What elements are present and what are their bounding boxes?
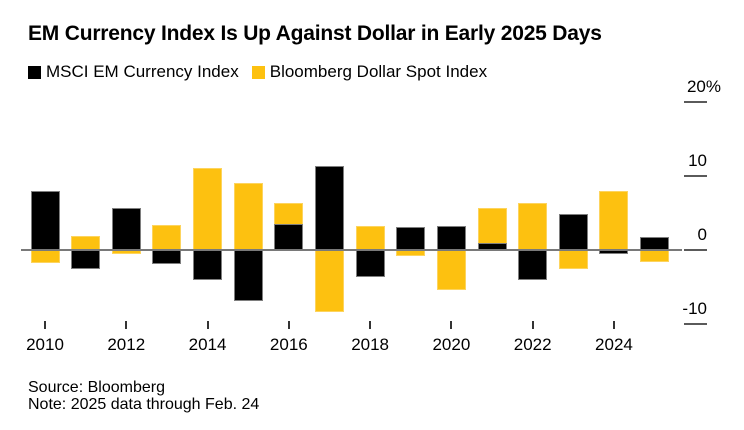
legend-swatch-yellow-icon — [251, 65, 265, 79]
x-axis-tick-2014 — [206, 321, 209, 329]
x-axis-label-2016: 2016 — [269, 335, 308, 354]
bar-bloomberg-dollar-spot-index-2025 — [640, 250, 670, 262]
x-axis-label-2022: 2022 — [513, 335, 552, 354]
zero-axis-line — [21, 249, 682, 251]
legend-item-dollar-spot: Bloomberg Dollar Spot Index — [251, 62, 488, 82]
bar-msci-em-currency-index-2010 — [30, 190, 60, 250]
bar-bloomberg-dollar-spot-index-2010 — [30, 250, 60, 263]
bar-bloomberg-dollar-spot-index-2023 — [558, 250, 588, 270]
y-axis-dash--10 — [684, 323, 707, 326]
bar-msci-em-currency-index-2015 — [233, 250, 263, 302]
x-axis-label-2012: 2012 — [107, 335, 146, 354]
legend: MSCI EM Currency Index Bloomberg Dollar … — [28, 62, 487, 82]
x-axis-label-2010: 2010 — [26, 335, 64, 354]
bar-msci-em-currency-index-2011 — [71, 250, 101, 269]
legend-label-msci-em: MSCI EM Currency Index — [46, 62, 239, 81]
bar-bloomberg-dollar-spot-index-2013 — [152, 224, 182, 250]
bar-msci-em-currency-index-2016 — [274, 224, 304, 250]
bar-msci-em-currency-index-2014 — [193, 250, 223, 281]
x-axis-tick-2020 — [450, 321, 453, 329]
bar-bloomberg-dollar-spot-index-2017 — [314, 250, 344, 312]
bar-msci-em-currency-index-2019 — [396, 226, 426, 250]
legend-item-msci-em: MSCI EM Currency Index — [28, 62, 239, 82]
bar-bloomberg-dollar-spot-index-2011 — [71, 235, 101, 250]
x-axis-label-2014: 2014 — [188, 335, 227, 354]
bar-bloomberg-dollar-spot-index-2018 — [355, 226, 385, 250]
footer: Source: Bloomberg Note: 2025 data throug… — [28, 379, 259, 413]
bar-msci-em-currency-index-2013 — [152, 250, 182, 265]
bar-bloomberg-dollar-spot-index-2024 — [599, 190, 629, 250]
bar-bloomberg-dollar-spot-index-2014 — [193, 168, 223, 250]
y-axis-dash-0 — [684, 249, 707, 251]
bar-msci-em-currency-index-2017 — [314, 166, 344, 250]
y-axis-label-0: 0 — [697, 225, 707, 244]
bar-msci-em-currency-index-2023 — [558, 214, 588, 250]
x-axis-label-2018: 2018 — [351, 335, 390, 354]
y-axis-label--10: -10 — [682, 299, 707, 319]
bar-msci-em-currency-index-2020 — [436, 226, 466, 250]
x-axis-label-2024: 2024 — [595, 335, 633, 354]
x-axis-tick-2016 — [287, 321, 290, 329]
legend-label-dollar-spot: Bloomberg Dollar Spot Index — [269, 62, 488, 81]
x-axis-label-2020: 2020 — [432, 335, 471, 354]
bar-msci-em-currency-index-2018 — [355, 250, 385, 277]
bar-msci-em-currency-index-2012 — [111, 208, 141, 250]
bar-bloomberg-dollar-spot-index-2022 — [518, 203, 548, 250]
bar-msci-em-currency-index-2022 — [518, 250, 548, 281]
source-line: Source: Bloomberg — [28, 379, 165, 396]
y-axis-label-10: 10 — [688, 150, 707, 170]
y-axis-dash-20 — [684, 100, 707, 103]
x-axis-tick-2024 — [612, 321, 615, 329]
bar-bloomberg-dollar-spot-index-2015 — [233, 183, 263, 250]
bar-bloomberg-dollar-spot-index-2020 — [436, 250, 466, 291]
x-axis-tick-2010 — [44, 321, 46, 329]
legend-swatch-black-icon — [28, 65, 41, 79]
chart-title: EM Currency Index Is Up Against Dollar i… — [28, 22, 602, 45]
x-axis-tick-2022 — [531, 321, 534, 329]
note-line: Note: 2025 data through Feb. 24 — [28, 396, 260, 413]
y-axis-dash-10 — [684, 174, 707, 177]
y-axis-label-20: 20% — [686, 76, 721, 96]
bar-bloomberg-dollar-spot-index-2021 — [477, 208, 507, 250]
x-axis-tick-2012 — [125, 321, 128, 329]
x-axis-tick-2018 — [369, 321, 372, 329]
